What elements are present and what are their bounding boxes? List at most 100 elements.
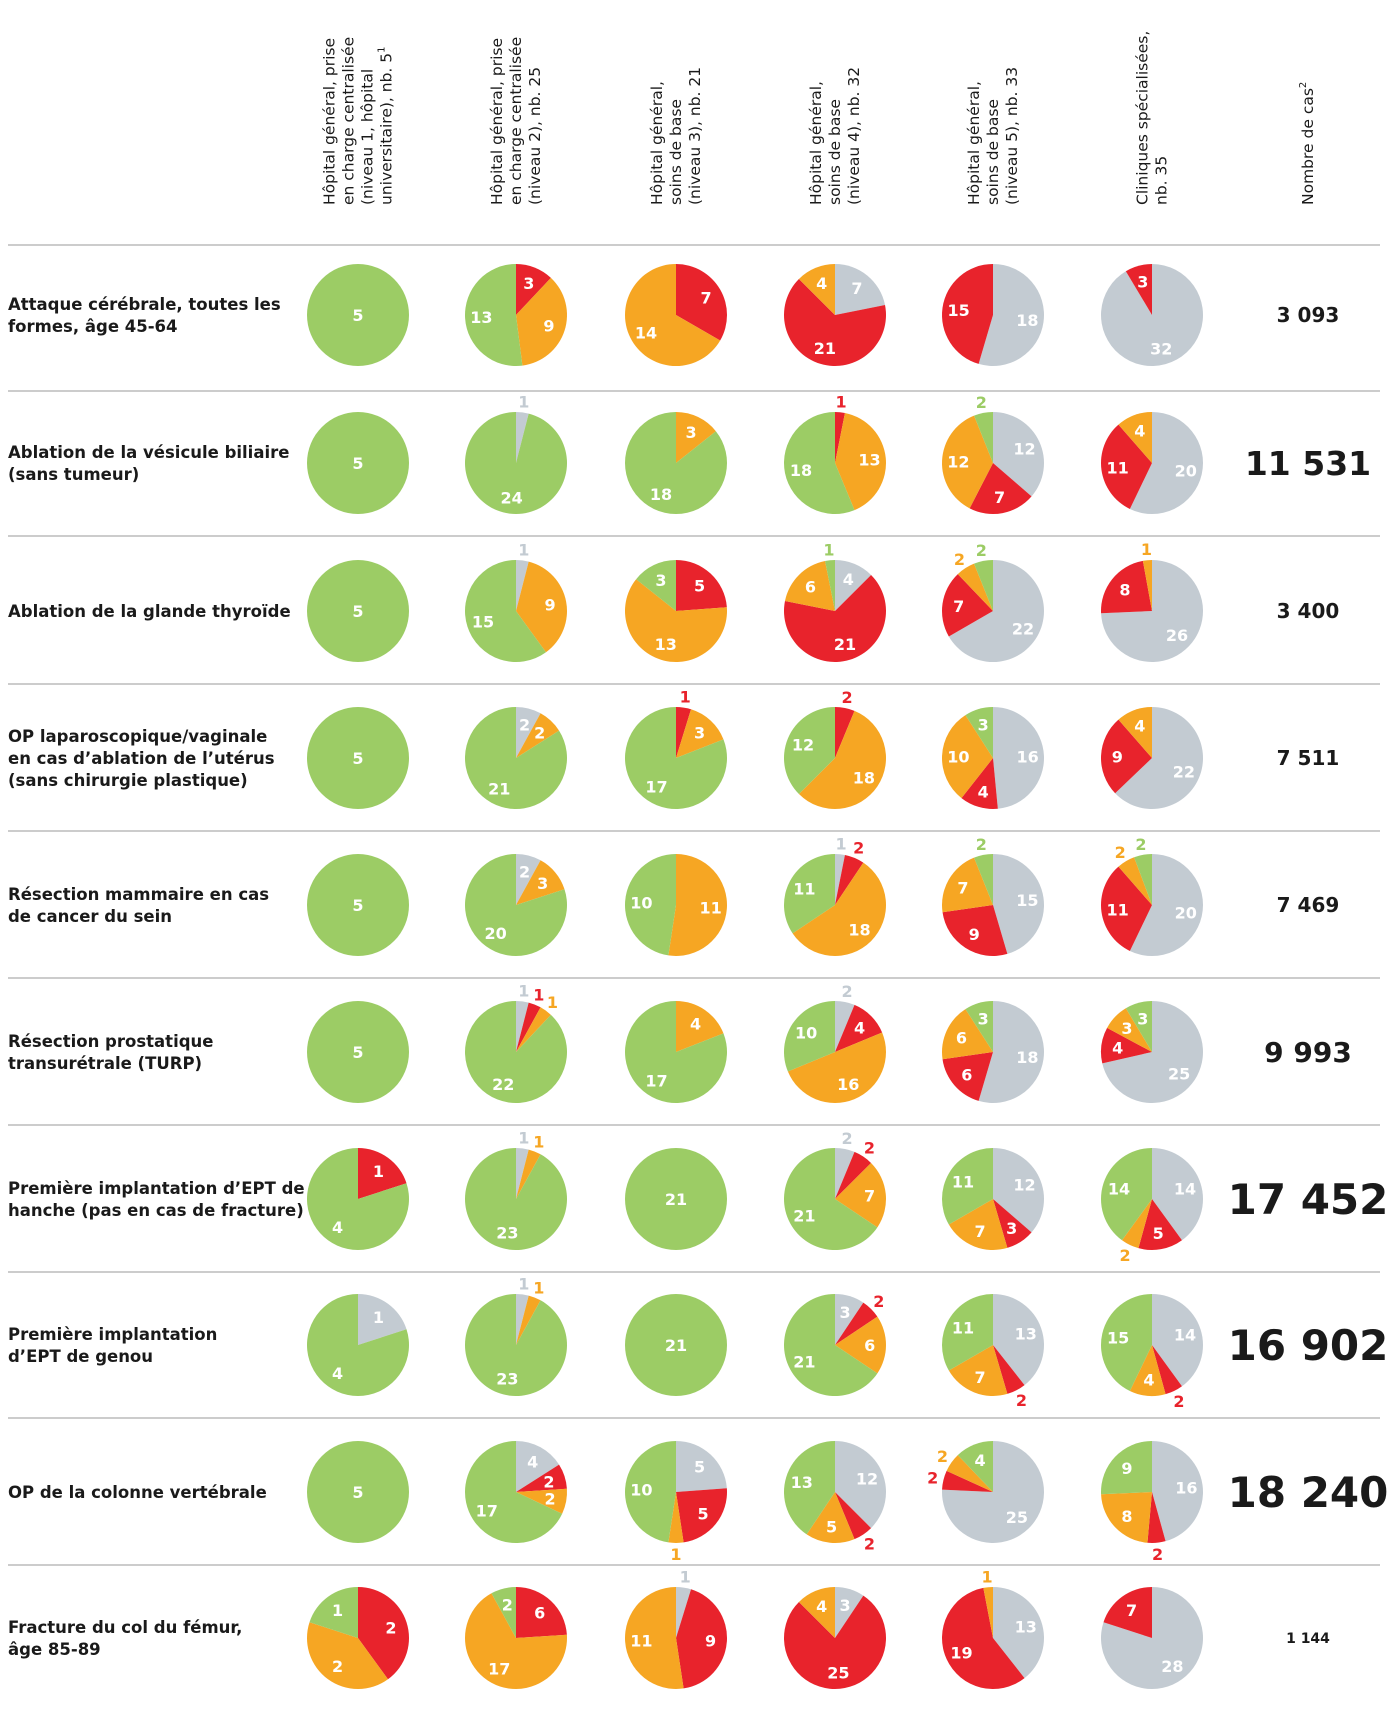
cases-value: 3 093	[1277, 303, 1340, 327]
pie-slice-green	[1134, 854, 1152, 905]
pie-value-label: 7	[975, 1222, 986, 1241]
column-header-line: (niveau 3), nb. 21	[686, 67, 704, 205]
pie-slice-orange	[516, 860, 565, 905]
pie-value-label: 7	[994, 488, 1005, 507]
pie-value-label: 9	[543, 317, 554, 336]
pie-slice-red	[783, 278, 886, 366]
pie-value-label: 10	[630, 1480, 652, 1499]
pie-slice-red	[516, 1587, 567, 1638]
row-label: Première implantation d’EPT de	[8, 1179, 305, 1198]
pie-value-label: 14	[1108, 1179, 1130, 1198]
pie-value-label: 1	[1141, 540, 1152, 559]
pie-slice-grey	[676, 1587, 692, 1638]
row-label: d’EPT de genou	[8, 1347, 153, 1366]
pie-value-label: 9	[1121, 1459, 1132, 1478]
pie: 26 8 1	[1101, 540, 1203, 663]
pie-value-label: 1	[533, 1132, 544, 1151]
pie-value-label: 2	[1016, 1391, 1027, 1410]
pie-slice-green	[307, 1294, 409, 1396]
pie-slice-grey	[948, 560, 1044, 662]
pie-slice-orange	[516, 1488, 568, 1514]
cases-value: 1 144	[1286, 1631, 1330, 1647]
pie-value-label: 4	[1112, 1038, 1123, 1057]
pie-value-label: 22	[1012, 619, 1034, 638]
pie-slice-green	[941, 1148, 993, 1225]
pie-slice-grey	[1129, 412, 1203, 514]
pie-value-label: 17	[645, 778, 667, 797]
pie-slice-green	[465, 412, 567, 515]
pie: 5	[307, 707, 409, 809]
pie: 22 7 2 2	[941, 541, 1044, 662]
pie-slice-green	[309, 1587, 358, 1638]
pie-value-label: 3	[978, 716, 989, 735]
column-header-line: universitaire), nb. 51	[377, 46, 396, 205]
pie-slice-grey	[516, 854, 541, 905]
pie-slice-orange	[625, 264, 721, 366]
pie-value-label: 9	[544, 596, 555, 615]
row-label: OP laparoscopique/vaginale	[8, 727, 267, 746]
pie-value-label: 18	[853, 768, 875, 787]
pie-value-label: 1	[836, 392, 847, 411]
pie-value-label: 3	[537, 874, 548, 893]
pie-value-label: 21	[793, 1206, 815, 1225]
pie: 12 3 7 11	[941, 1148, 1045, 1250]
row-label: (sans tumeur)	[8, 465, 139, 484]
pie-value-label: 4	[690, 1014, 701, 1033]
pie-slice-grey	[835, 854, 845, 905]
cases-header: Nombre de cas2	[1298, 82, 1317, 205]
pie-value-label: 5	[1153, 1224, 1164, 1243]
row-label: Ablation de la glande thyroïde	[8, 602, 291, 621]
pie-value-label: 2	[534, 724, 545, 743]
pie-value-label: 1	[680, 1568, 691, 1587]
pie-value-label: 2	[927, 1468, 938, 1487]
pie-slice-orange	[798, 264, 835, 315]
pie-slice-orange	[835, 412, 886, 511]
row-label: hanche (pas en cas de fracture)	[8, 1201, 304, 1220]
pie-value-label: 12	[1013, 440, 1035, 459]
pie-value-label: 3	[685, 423, 696, 442]
pie-slice-grey	[1152, 1441, 1203, 1542]
pie-value-label: 3	[655, 571, 666, 590]
chart-row: OP laparoscopique/vaginale en cas d’ablat…	[8, 688, 1339, 809]
pie-value-label: 5	[352, 454, 363, 473]
chart-row: OP de la colonne vertébrale 5422175511012…	[8, 1441, 1388, 1564]
pie-value-label: 3	[978, 1010, 989, 1029]
pie-slice-grey	[1101, 560, 1203, 663]
pie-slice-grey	[835, 560, 872, 611]
row-separators	[8, 244, 1380, 1566]
pie-value-label: 17	[476, 1502, 498, 1521]
pie-slice-green	[636, 560, 676, 611]
pie-value-label: 25	[1168, 1065, 1190, 1084]
pie-value-label: 2	[842, 688, 853, 707]
pie-slice-red	[358, 1148, 407, 1199]
pie-slice-grey	[993, 854, 1044, 954]
column-header-line: Hôpital général,	[807, 81, 825, 205]
pie-slice-orange	[676, 709, 724, 758]
row-label: (sans chirurgie plastique)	[8, 771, 248, 790]
pie-slice-orange	[516, 1007, 551, 1052]
pie-value-label: 2	[864, 1535, 875, 1554]
pie-value-label: 21	[665, 1336, 687, 1355]
column-header-line: Hôpital général,	[965, 81, 983, 205]
pie-slice-grey	[1152, 1148, 1204, 1241]
pie-slice-orange	[668, 1492, 684, 1543]
pie-value-label: 2	[873, 1292, 884, 1311]
pie-slice-orange	[1142, 560, 1152, 611]
pie-value-label: 21	[793, 1352, 815, 1371]
cases-value: 9 993	[1264, 1036, 1352, 1069]
pie-slice-red	[676, 707, 692, 758]
pie-slice-red	[835, 707, 855, 758]
pie-slice-orange	[835, 1162, 887, 1228]
pie-value-label: 6	[864, 1336, 875, 1355]
pie: 3 25 4	[784, 1587, 886, 1689]
pie-value-label: 21	[665, 1190, 687, 1209]
pie-value-label: 12	[856, 1470, 878, 1489]
pie-value-label: 15	[948, 301, 970, 320]
pie-value-label: 9	[1112, 747, 1123, 766]
pie-slice-grey	[516, 1148, 529, 1199]
pie-value-label: 4	[1134, 422, 1145, 441]
pie-value-label: 2	[502, 1595, 513, 1614]
